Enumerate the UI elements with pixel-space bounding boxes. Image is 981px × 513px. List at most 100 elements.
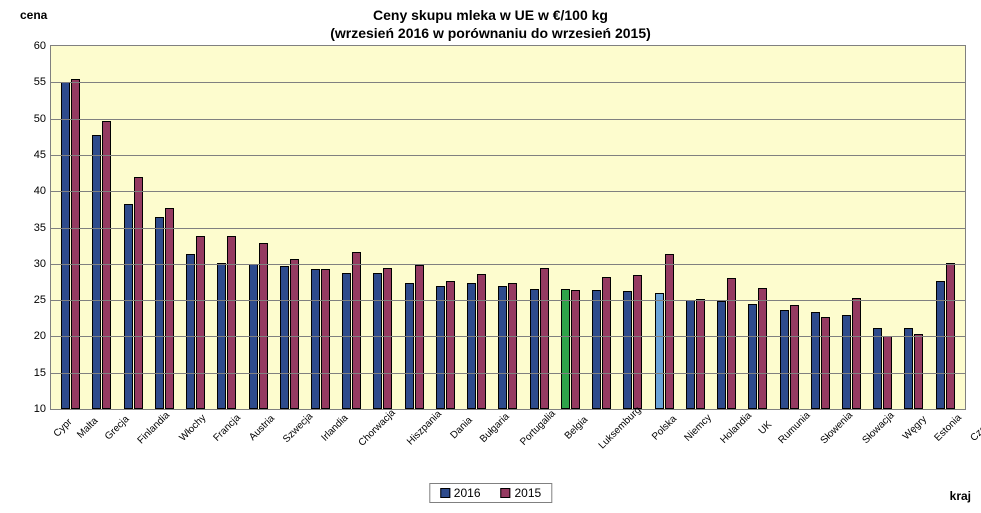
bar-2015 bbox=[102, 121, 111, 409]
category-label: Belgia bbox=[561, 414, 590, 443]
bar-2015 bbox=[352, 252, 361, 409]
bar-2016 bbox=[373, 273, 382, 409]
gridline bbox=[51, 300, 965, 301]
bar-2015 bbox=[71, 79, 80, 409]
category-label: Węgry bbox=[900, 414, 930, 444]
bar-2016 bbox=[405, 283, 414, 409]
bar-2015 bbox=[696, 299, 705, 409]
chart-title-line-2: (wrzesień 2016 w porównaniu do wrzesień … bbox=[330, 25, 651, 41]
x-axis-title: kraj bbox=[950, 489, 971, 503]
legend-item-2016: 2016 bbox=[440, 486, 481, 500]
bar-2016 bbox=[280, 266, 289, 409]
bar-2015 bbox=[821, 317, 830, 409]
category-label: Portugalia bbox=[517, 408, 558, 449]
bar-2016 bbox=[92, 135, 101, 409]
bar-2015 bbox=[665, 254, 674, 409]
bar-2015 bbox=[227, 236, 236, 409]
category-label: Niemcy bbox=[681, 412, 714, 445]
plot-area: 1015202530354045505560 bbox=[50, 45, 966, 410]
bar-2015 bbox=[633, 275, 642, 409]
bar-2015 bbox=[602, 277, 611, 409]
legend-swatch-2015 bbox=[501, 488, 511, 498]
bar-2016 bbox=[686, 300, 695, 409]
category-label: Słowacja bbox=[859, 410, 896, 447]
category-label: Luksemburg bbox=[595, 405, 643, 453]
category-label: Malta bbox=[74, 416, 100, 442]
y-tick-label: 20 bbox=[34, 330, 46, 342]
legend-item-2015: 2015 bbox=[501, 486, 542, 500]
bar-2016 bbox=[811, 312, 820, 409]
category-label: Finlandia bbox=[134, 410, 172, 448]
gridline bbox=[51, 119, 965, 120]
category-label: Bułgaria bbox=[477, 411, 512, 446]
category-label: Holandia bbox=[717, 410, 754, 447]
category-label: Chorwacja bbox=[355, 407, 398, 450]
category-label: Włochy bbox=[176, 413, 208, 445]
bar-2016 bbox=[61, 82, 70, 409]
bar-2015 bbox=[165, 208, 174, 409]
legend: 2016 2015 bbox=[429, 483, 552, 503]
gridline bbox=[51, 264, 965, 265]
category-label: Grecja bbox=[101, 414, 131, 444]
bar-2016 bbox=[592, 290, 601, 409]
y-tick-label: 25 bbox=[34, 294, 46, 306]
category-labels: CyprMaltaGrecjaFinlandiaWłochyFrancjaAus… bbox=[54, 415, 962, 426]
bar-2016 bbox=[436, 286, 445, 409]
bar-2015 bbox=[571, 290, 580, 409]
y-tick-label: 35 bbox=[34, 222, 46, 234]
gridline bbox=[51, 336, 965, 337]
y-tick-label: 60 bbox=[34, 40, 46, 52]
category-label: Estonia bbox=[931, 412, 964, 445]
legend-label-2016: 2016 bbox=[454, 486, 481, 500]
category-label: Hiszpania bbox=[404, 409, 444, 449]
gridline bbox=[51, 228, 965, 229]
bar-2016 bbox=[311, 269, 320, 409]
bar-2015 bbox=[477, 274, 486, 409]
y-tick-label: 30 bbox=[34, 258, 46, 270]
bar-2015 bbox=[383, 268, 392, 409]
gridline bbox=[51, 155, 965, 156]
bar-2016 bbox=[717, 301, 726, 409]
bar-2015 bbox=[508, 283, 517, 409]
y-tick-label: 45 bbox=[34, 149, 46, 161]
milk-price-chart: cena Ceny skupu mleka w UE w €/100 kg (w… bbox=[0, 0, 981, 513]
legend-label-2015: 2015 bbox=[515, 486, 542, 500]
category-label: Francja bbox=[211, 412, 244, 445]
category-label: Rumunia bbox=[775, 410, 812, 447]
bar-2016 bbox=[186, 254, 195, 409]
y-tick-label: 50 bbox=[34, 113, 46, 125]
bar-2015 bbox=[540, 268, 549, 409]
bar-2016 bbox=[342, 273, 351, 409]
chart-title-line-1: Ceny skupu mleka w UE w €/100 kg bbox=[373, 7, 608, 23]
y-tick-label: 10 bbox=[34, 403, 46, 415]
category-label: Słowenia bbox=[817, 410, 855, 448]
bar-2015 bbox=[914, 334, 923, 410]
bar-2016 bbox=[561, 289, 570, 409]
category-label: Cypr bbox=[50, 417, 74, 441]
legend-swatch-2016 bbox=[440, 488, 450, 498]
gridline bbox=[51, 373, 965, 374]
bar-2015 bbox=[321, 269, 330, 409]
bar-2015 bbox=[790, 305, 799, 409]
bar-2016 bbox=[623, 291, 632, 409]
bar-2016 bbox=[748, 304, 757, 409]
bar-2016 bbox=[873, 328, 882, 409]
bar-2015 bbox=[290, 259, 299, 409]
chart-title: Ceny skupu mleka w UE w €/100 kg (wrzesi… bbox=[0, 6, 981, 42]
category-label: Czechy bbox=[967, 412, 981, 445]
gridline bbox=[51, 191, 965, 192]
category-label: Irlandia bbox=[318, 413, 350, 445]
bar-2016 bbox=[904, 328, 913, 409]
bar-2015 bbox=[134, 177, 143, 409]
bar-2016 bbox=[498, 286, 507, 409]
bar-2016 bbox=[530, 289, 539, 409]
bar-2016 bbox=[155, 217, 164, 409]
bar-2016 bbox=[124, 204, 133, 409]
y-tick-label: 40 bbox=[34, 185, 46, 197]
bar-2016 bbox=[780, 310, 789, 409]
category-label: Austria bbox=[246, 413, 277, 444]
bar-2015 bbox=[259, 243, 268, 409]
category-label: Dania bbox=[447, 415, 475, 443]
bar-2016 bbox=[655, 293, 664, 409]
bar-2015 bbox=[196, 236, 205, 409]
